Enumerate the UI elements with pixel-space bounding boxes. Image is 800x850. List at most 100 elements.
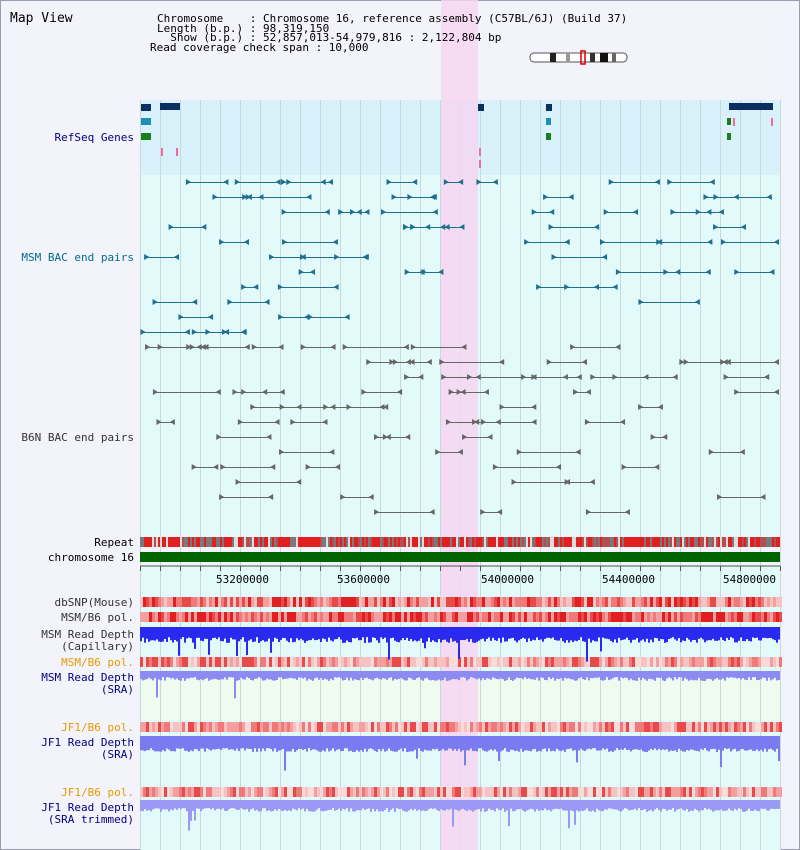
dbsnp-cell — [602, 597, 605, 607]
msm-depth-sra-bar — [162, 671, 164, 678]
msm-pol-cell — [338, 612, 341, 622]
dbsnp-cell — [356, 597, 359, 607]
repeat-element — [536, 537, 538, 547]
jf1-depth-trim-bar — [760, 800, 762, 809]
refseq-exon — [479, 160, 481, 168]
dbsnp-cell — [293, 597, 296, 607]
repeat-element — [462, 537, 464, 547]
msm-depth-capillary-bar — [620, 627, 622, 641]
repeat-element — [596, 537, 598, 547]
track-label-chromosome[interactable]: chromosome 16 — [47, 551, 134, 564]
jf1-depth-trim-bar — [340, 800, 342, 811]
repeat-element — [448, 537, 450, 547]
jf1-depth-sra-bar — [672, 736, 674, 752]
jf1-depth-trim-bar — [228, 800, 230, 810]
jf1-depth-trim-bar — [556, 800, 558, 809]
jf1-depth-sra-bar — [166, 736, 168, 749]
repeat-element — [214, 537, 216, 547]
dbsnp-cell — [287, 597, 290, 607]
b6n-bac-end — [366, 359, 372, 365]
dbsnp-cell — [392, 597, 395, 607]
msm-depth-sra-bar — [568, 671, 570, 679]
msm-depth-capillary-bar — [506, 627, 508, 642]
jf1-pol-cell — [434, 722, 437, 732]
msm-depth-sra-bar — [562, 671, 564, 681]
msm-pol-cell — [176, 612, 179, 622]
track-label-msm-b6-pol[interactable]: MSM/B6 pol. — [61, 611, 134, 624]
repeat-element — [556, 537, 558, 547]
jf1-pol-trim-cell — [761, 787, 764, 797]
jf1-depth-sra-bar — [302, 736, 304, 751]
jf1-depth-sra-bar — [308, 736, 310, 749]
repeat-element — [504, 537, 506, 547]
jf1-pol-trim-cell — [455, 787, 458, 797]
track-label-msm-read-depth-sra[interactable]: MSM Read Depth — [41, 671, 134, 684]
dbsnp-cell — [752, 597, 755, 607]
jf1-pol-cell — [140, 722, 143, 732]
msm-pol-sra-cell — [398, 657, 401, 667]
repeat-element — [610, 537, 612, 547]
track-label-repeat[interactable]: Repeat — [94, 536, 134, 549]
jf1-pol-cell — [593, 722, 596, 732]
msm-depth-sra-bar — [544, 671, 546, 680]
msm-depth-sra-bar — [592, 671, 594, 679]
jf1-depth-sra-bar — [732, 736, 734, 750]
msm-pol-sra-cell — [317, 657, 320, 667]
msm-bac-end — [633, 209, 639, 215]
jf1-depth-sra-bar — [766, 736, 768, 752]
repeat-element — [346, 537, 348, 547]
dbsnp-cell — [542, 597, 545, 607]
repeat-element — [694, 537, 696, 547]
dbsnp-cell — [302, 597, 305, 607]
msm-depth-sra-bar — [474, 671, 476, 679]
jf1-pol-trim-cell — [683, 787, 686, 797]
msm-pol-cell — [191, 612, 194, 622]
jf1-pol-trim-cell — [152, 787, 155, 797]
jf1-pol-trim-cell — [572, 787, 575, 797]
jf1-pol-cell — [617, 722, 620, 732]
msm-depth-sra-bar — [238, 671, 240, 681]
jf1-depth-trim-bar — [576, 800, 578, 811]
track-label-jf1-read-depth-trimmed[interactable]: JF1 Read Depth — [41, 801, 134, 814]
msm-depth-capillary-bar — [644, 627, 646, 642]
jf1-pol-trim-cell — [305, 787, 308, 797]
jf1-depth-trim-bar — [652, 800, 654, 812]
track-label-refseq[interactable]: RefSeq Genes — [54, 131, 134, 144]
msm-depth-sra-bar — [748, 671, 750, 678]
track-label-dbsnp[interactable]: dbSNP(Mouse) — [54, 596, 134, 609]
msm-depth-capillary-bar — [398, 627, 400, 643]
track-label-msm-bac[interactable]: MSM BAC end pairs — [21, 251, 134, 264]
track-label-msm-read-depth-capillary[interactable]: MSM Read Depth — [41, 628, 134, 641]
msm-pol-sra-cell — [584, 657, 587, 667]
track-label-jf1-b6-pol[interactable]: JF1/B6 pol. — [61, 721, 134, 734]
dbsnp-cell — [614, 597, 617, 607]
msm-pol-sra-cell — [599, 657, 602, 667]
jf1-depth-sra-bar — [508, 736, 510, 752]
track-label-b6n-bac[interactable]: B6N BAC end pairs — [21, 431, 134, 444]
msm-depth-capillary-bar — [498, 627, 500, 639]
track-label-jf1-read-depth-sra[interactable]: JF1 Read Depth — [41, 736, 134, 749]
track-label-msm-b6-pol-sra[interactable]: MSM/B6 pol. — [61, 656, 134, 669]
msm-pol-cell — [758, 612, 761, 622]
jf1-depth-sra-bar — [538, 736, 540, 751]
msm-depth-capillary-bar — [408, 627, 410, 641]
jf1-pol-cell — [707, 722, 710, 732]
jf1-depth-sra-bar — [276, 736, 278, 752]
msm-depth-sra-bar — [280, 671, 282, 678]
msm-pol-sra-cell — [320, 657, 323, 667]
msm-pol-sra-cell — [221, 657, 224, 667]
msm-pol-sra-cell — [740, 657, 743, 667]
msm-depth-capillary-bar — [422, 627, 424, 643]
jf1-pol-trim-cell — [272, 787, 275, 797]
repeat-element — [600, 537, 602, 547]
track-label-jf1-b6-pol-trimmed[interactable]: JF1/B6 pol. — [61, 786, 134, 799]
dbsnp-cell — [407, 597, 410, 607]
msm-depth-capillary-bar — [534, 627, 536, 641]
repeat-element — [658, 537, 660, 547]
msm-bac-end — [608, 179, 614, 185]
jf1-depth-trim-bar — [278, 800, 280, 809]
msm-depth-capillary-bar — [300, 627, 302, 639]
repeat-element — [646, 537, 648, 547]
msm-bac-end — [638, 299, 644, 305]
